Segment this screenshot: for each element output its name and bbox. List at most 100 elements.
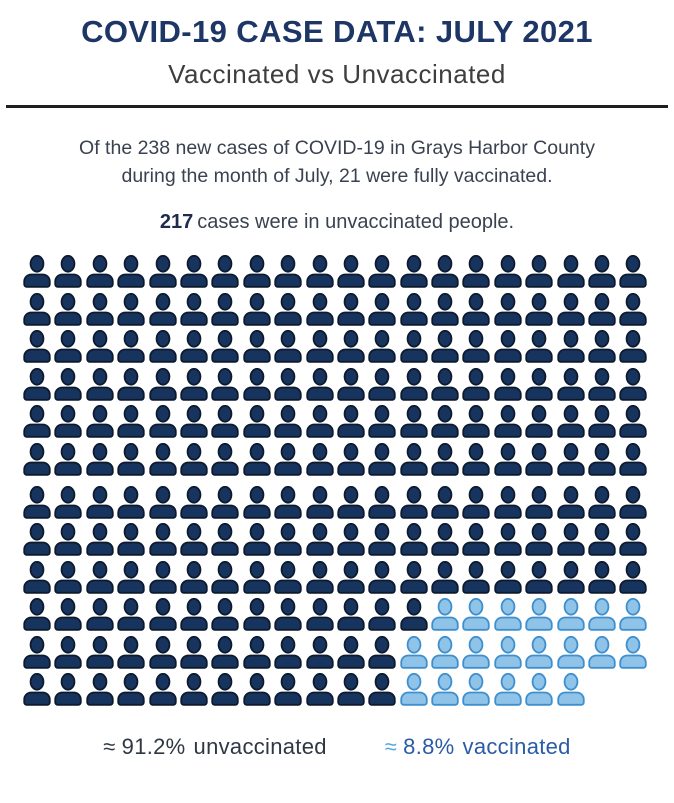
person-icon-unvaccinated [368, 485, 396, 520]
person-icon-unvaccinated [305, 292, 334, 327]
person-icon-unvaccinated [431, 292, 459, 327]
person-icon-unvaccinated [619, 255, 648, 289]
person-icon-unvaccinated [619, 405, 648, 439]
person-icon-unvaccinated [211, 405, 240, 439]
pictogram-row [23, 292, 651, 327]
person-icon-vaccinated [525, 635, 553, 670]
person-icon-unvaccinated [211, 635, 240, 670]
person-icon-unvaccinated [148, 442, 177, 477]
unvaccinated-label: unvaccinated [193, 734, 327, 760]
person-icon-vaccinated [462, 635, 491, 670]
person-icon-unvaccinated [337, 292, 365, 327]
person-icon-unvaccinated [368, 405, 396, 439]
pictogram-row [23, 635, 651, 670]
person-icon-unvaccinated [494, 442, 522, 477]
person-icon-unvaccinated [180, 442, 208, 477]
person-icon-unvaccinated [243, 405, 271, 439]
person-icon-unvaccinated [117, 330, 145, 364]
person-icon-unvaccinated [117, 635, 145, 670]
person-icon-unvaccinated [23, 523, 51, 557]
person-icon-unvaccinated [556, 405, 585, 439]
person-icon-unvaccinated [23, 255, 51, 289]
person-icon-unvaccinated [494, 292, 522, 327]
person-icon-unvaccinated [148, 330, 177, 364]
person-icon-unvaccinated [494, 330, 522, 364]
person-icon-unvaccinated [243, 523, 271, 557]
person-icon-unvaccinated [431, 367, 459, 402]
person-icon-vaccinated [494, 598, 522, 632]
person-icon-unvaccinated [305, 485, 334, 520]
intro-text: Of the 238 new cases of COVID-19 in Gray… [0, 135, 674, 190]
person-icon-unvaccinated [368, 673, 396, 707]
unvaccinated-percent: 91.2% [121, 734, 186, 760]
person-icon-unvaccinated [148, 673, 177, 707]
person-icon-unvaccinated [619, 442, 648, 477]
pictogram-row [23, 255, 651, 289]
person-icon-unvaccinated [23, 560, 51, 595]
person-icon-vaccinated [588, 598, 616, 632]
person-icon-unvaccinated [368, 442, 396, 477]
person-icon-unvaccinated [431, 330, 459, 364]
person-icon-unvaccinated [619, 485, 648, 520]
pictogram-row [23, 598, 651, 632]
person-icon-unvaccinated [54, 485, 83, 520]
approx-symbol: ≈ [384, 734, 398, 760]
person-icon-unvaccinated [274, 673, 302, 707]
person-icon-unvaccinated [494, 523, 522, 557]
person-icon-unvaccinated [462, 523, 491, 557]
person-icon-unvaccinated [117, 367, 145, 402]
person-icon-unvaccinated [368, 598, 396, 632]
approx-symbol: ≈ [103, 734, 116, 760]
person-icon-unvaccinated [274, 330, 302, 364]
intro-line-1: Of the 238 new cases of COVID-19 in Gray… [79, 137, 595, 159]
person-icon-unvaccinated [462, 442, 491, 477]
person-icon-unvaccinated [368, 255, 396, 289]
person-icon-unvaccinated [305, 673, 334, 707]
person-icon-unvaccinated [86, 405, 114, 439]
person-icon-unvaccinated [211, 442, 240, 477]
person-icon-unvaccinated [305, 598, 334, 632]
person-icon-unvaccinated [117, 255, 145, 289]
person-icon-unvaccinated [368, 292, 396, 327]
person-icon-unvaccinated [54, 635, 83, 670]
person-icon-unvaccinated [305, 635, 334, 670]
person-icon-unvaccinated [23, 485, 51, 520]
person-icon-unvaccinated [494, 255, 522, 289]
person-icon-unvaccinated [54, 442, 83, 477]
person-icon-unvaccinated [211, 598, 240, 632]
person-icon-unvaccinated [400, 330, 428, 364]
person-icon-unvaccinated [462, 367, 491, 402]
pictogram-row [23, 485, 651, 520]
person-icon-vaccinated [556, 598, 585, 632]
person-icon-unvaccinated [556, 485, 585, 520]
person-icon-unvaccinated [86, 485, 114, 520]
person-icon-unvaccinated [86, 367, 114, 402]
person-icon-unvaccinated [588, 523, 616, 557]
person-icon-unvaccinated [588, 560, 616, 595]
person-icon-unvaccinated [462, 255, 491, 289]
person-icon-unvaccinated [180, 485, 208, 520]
person-icon-unvaccinated [86, 523, 114, 557]
person-icon-unvaccinated [368, 560, 396, 595]
person-icon-unvaccinated [86, 635, 114, 670]
person-icon-unvaccinated [556, 255, 585, 289]
person-icon-unvaccinated [86, 560, 114, 595]
person-icon-unvaccinated [180, 405, 208, 439]
person-icon-unvaccinated [274, 255, 302, 289]
person-icon-unvaccinated [494, 485, 522, 520]
person-icon-unvaccinated [117, 442, 145, 477]
person-icon-unvaccinated [54, 673, 83, 707]
person-icon-unvaccinated [243, 560, 271, 595]
person-icon-unvaccinated [525, 560, 553, 595]
person-icon-vaccinated [525, 673, 553, 707]
person-icon-unvaccinated [556, 330, 585, 364]
person-icon-unvaccinated [148, 598, 177, 632]
person-icon-unvaccinated [243, 635, 271, 670]
person-icon-unvaccinated [431, 255, 459, 289]
person-icon-unvaccinated [86, 598, 114, 632]
person-icon-unvaccinated [243, 485, 271, 520]
vaccinated-percent: 8.8% [403, 734, 455, 760]
person-icon-unvaccinated [556, 292, 585, 327]
person-icon-unvaccinated [400, 442, 428, 477]
pictogram-row [23, 560, 651, 595]
